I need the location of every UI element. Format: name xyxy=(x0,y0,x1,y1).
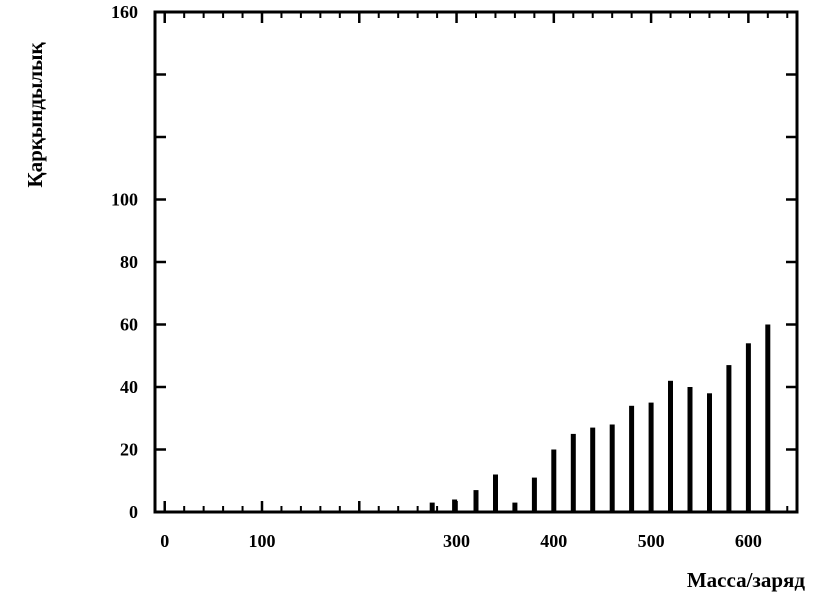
y-tick-labels: 0 20 40 60 80 100 160 xyxy=(111,2,138,522)
spectrum-peak xyxy=(609,424,615,512)
spectrum-peak xyxy=(629,405,635,513)
y-tick-label: 160 xyxy=(111,2,138,22)
spectrum-peak xyxy=(551,449,557,512)
x-tick-label: 0 xyxy=(160,531,169,551)
spectrum-peak xyxy=(570,433,576,512)
x-tick-label: 500 xyxy=(638,531,665,551)
spectrum-peak xyxy=(726,365,732,512)
y-tick-label: 100 xyxy=(111,190,138,210)
spectrum-peak xyxy=(493,474,498,512)
spectrum-peak xyxy=(745,343,751,513)
x-tick-label: 600 xyxy=(735,531,762,551)
x-tick-label: 400 xyxy=(540,531,567,551)
spectrum-peak xyxy=(473,490,479,512)
y-tick-label: 80 xyxy=(120,252,138,272)
x-axis-title: Масса/заряд xyxy=(687,568,806,592)
spectrum-peak xyxy=(765,324,771,512)
y-tick-label: 0 xyxy=(129,502,138,522)
spectrum-peak xyxy=(648,402,654,512)
x-tick-label: 300 xyxy=(443,531,470,551)
spectrum-peak xyxy=(429,502,435,512)
y-tick-label: 40 xyxy=(120,377,138,397)
y-tick-label: 20 xyxy=(120,440,138,460)
spectrum-peak xyxy=(687,387,693,512)
x-tick-label: 100 xyxy=(249,531,276,551)
spectrum-peak xyxy=(707,393,712,513)
spectrum-peak xyxy=(512,502,518,512)
y-axis-title: Қарқындылық xyxy=(23,41,47,187)
y-tick-label: 60 xyxy=(120,315,138,335)
spectrum-peak xyxy=(531,477,537,512)
spectrum-peak xyxy=(590,427,596,512)
x-tick-labels: 0 100 300 400 500 600 xyxy=(160,531,762,551)
axis-ticks xyxy=(155,12,797,512)
plot-frame xyxy=(153,10,799,514)
spectrum-peak xyxy=(452,499,458,512)
spectrum-peaks xyxy=(429,324,771,513)
spectrum-peak xyxy=(668,380,673,513)
